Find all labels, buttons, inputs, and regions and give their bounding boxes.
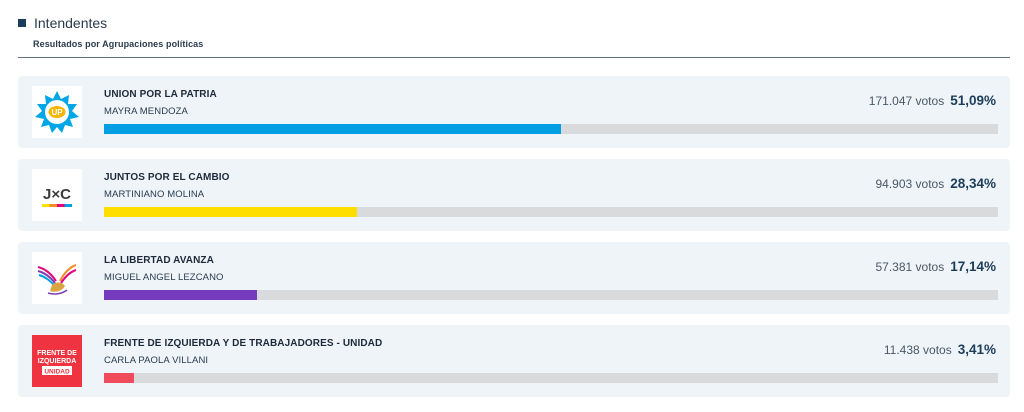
juntos-por-el-cambio-logo: J×C <box>32 169 82 221</box>
result-card-la-libertad-avanza: LA LIBERTAD AVANZA MIGUEL ANGEL LEZCANO … <box>18 242 1010 314</box>
square-bullet-icon <box>18 19 26 27</box>
vote-bar-fill <box>104 290 258 300</box>
vote-bar-fill <box>104 207 358 217</box>
candidate-name: MIGUEL ANGEL LEZCANO <box>104 272 224 283</box>
result-card-union-por-la-patria: UP UNION POR LA PATRIA MAYRA MENDOZA 171… <box>18 76 1010 148</box>
vote-percentage: 17,14% <box>950 259 996 274</box>
svg-text:J×C: J×C <box>43 186 71 203</box>
vote-bar-track <box>104 124 998 134</box>
results-header: Intendentes Resultados por Agrupaciones … <box>18 12 1010 58</box>
vote-summary: 11.438 votos 3,41% <box>884 342 996 357</box>
svg-text:IZQUIERDA: IZQUIERDA <box>38 358 77 365</box>
vote-percentage: 28,34% <box>950 176 996 191</box>
vote-summary: 171.047 votos 51,09% <box>869 93 996 108</box>
vote-count: 57.381 votos <box>875 260 945 274</box>
svg-text:UNIDAD: UNIDAD <box>44 369 70 376</box>
svg-text:FRENTE DE: FRENTE DE <box>37 350 77 357</box>
party-name: JUNTOS POR EL CAMBIO <box>104 172 230 183</box>
header-divider <box>18 57 1010 58</box>
vote-summary: 94.903 votos 28,34% <box>875 176 996 191</box>
candidate-name: MARTINIANO MOLINA <box>104 189 205 200</box>
vote-summary: 57.381 votos 17,14% <box>875 259 996 274</box>
svg-text:UP: UP <box>51 108 63 117</box>
vote-bar-fill <box>104 124 561 134</box>
la-libertad-avanza-logo <box>32 252 82 304</box>
vote-count: 171.047 votos <box>868 94 945 108</box>
frente-de-izquierda-logo: FRENTE DE IZQUIERDA UNIDAD <box>32 335 82 387</box>
candidate-name: MAYRA MENDOZA <box>104 106 188 117</box>
page-subtitle: Resultados por Agrupaciones políticas <box>33 39 204 49</box>
party-name: LA LIBERTAD AVANZA <box>104 255 214 266</box>
result-card-juntos-por-el-cambio: J×C JUNTOS POR EL CAMBIO MARTINIANO MOLI… <box>18 159 1010 231</box>
vote-bar-fill <box>104 373 135 383</box>
results-list: UP UNION POR LA PATRIA MAYRA MENDOZA 171… <box>18 76 1010 408</box>
vote-count: 11.438 votos <box>883 343 952 357</box>
vote-percentage: 51,09% <box>950 93 996 108</box>
candidate-name: CARLA PAOLA VILLANI <box>104 355 209 366</box>
title-row: Intendentes <box>18 12 1010 34</box>
union-por-la-patria-logo: UP <box>32 86 82 138</box>
party-name: UNION POR LA PATRIA <box>104 89 217 100</box>
vote-percentage: 3,41% <box>957 342 996 357</box>
result-card-frente-de-izquierda: FRENTE DE IZQUIERDA UNIDAD FRENTE DE IZQ… <box>18 325 1010 397</box>
vote-bar-track <box>104 290 998 300</box>
page-title: Intendentes <box>34 15 108 31</box>
vote-bar-track <box>104 373 998 383</box>
vote-count: 94.903 votos <box>875 177 945 191</box>
vote-bar-track <box>104 207 998 217</box>
party-name: FRENTE DE IZQUIERDA Y DE TRABAJADORES - … <box>104 338 383 349</box>
